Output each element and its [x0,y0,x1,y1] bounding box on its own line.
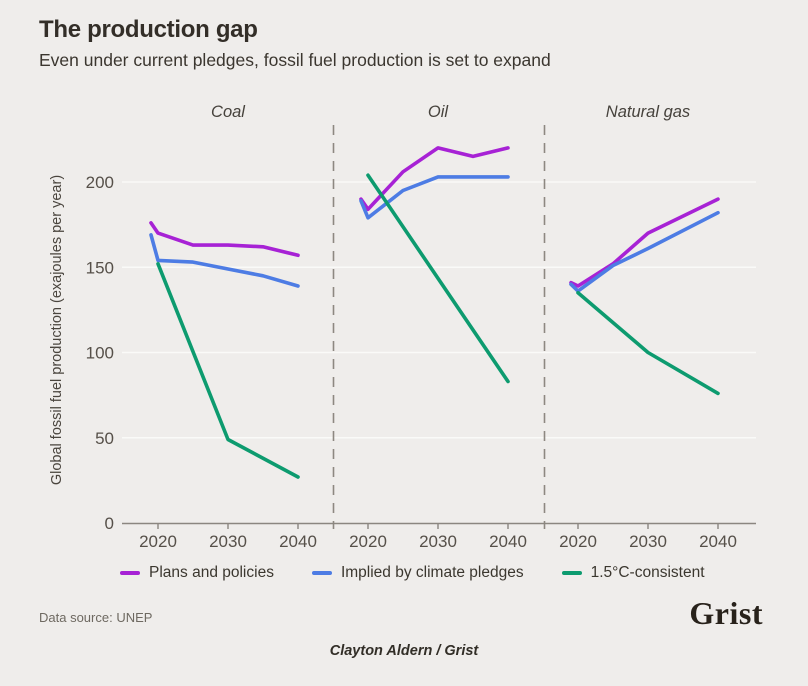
y-tick-label-0: 0 [105,514,114,533]
series-line-pledges-natural-gas [569,210,720,293]
x-tick-label-oil-2040: 2040 [489,532,527,551]
grist-logo: Grist [689,595,763,631]
y-tick-label-100: 100 [86,344,114,363]
legend: Plans and policies Implied by climate pl… [120,564,705,582]
x-tick-label-natural-gas-2030: 2030 [629,532,667,551]
y-tick-label-150: 150 [86,258,114,277]
legend-item-pledges: Implied by climate pledges [311,564,524,582]
legend-label-consistent: 1.5°C-consistent [590,564,705,581]
data-source-note: Data source: UNEP [39,610,153,625]
legend-label-plans: Plans and policies [149,564,274,581]
byline-credit: Clayton Aldern / Grist [329,643,479,659]
chart-title: The production gap [39,16,258,43]
x-tick-label-coal-2030: 2030 [209,532,247,551]
series-line-consistent-natural-gas [576,290,720,396]
panel-label-oil: Oil [428,103,450,121]
y-tick-label-200: 200 [86,173,114,192]
series-line-pledges-coal [149,233,300,288]
series-line-pledges-oil [359,175,510,220]
x-tick-label-coal-2020: 2020 [139,532,177,551]
legend-item-plans: Plans and policies [120,564,274,582]
x-tick-label-oil-2020: 2020 [349,532,387,551]
x-tick-label-natural-gas-2040: 2040 [699,532,737,551]
pledges-line-swatch [311,571,332,575]
series-line-consistent-oil [366,173,510,384]
series-line-plans-coal [149,221,300,258]
legend-item-consistent: 1.5°C-consistent [561,564,705,582]
chart-subtitle: Even under current pledges, fossil fuel … [39,50,551,70]
series-line-consistent-coal [156,261,300,479]
panel-label-coal: Coal [211,103,246,121]
x-tick-label-natural-gas-2020: 2020 [559,532,597,551]
plans-line-swatch [120,571,140,575]
series-line-plans-oil [359,146,510,212]
panel-label-natural-gas: Natural gas [606,103,690,121]
x-tick-label-coal-2040: 2040 [279,532,317,551]
legend-label-pledges: Implied by climate pledges [340,564,524,581]
consistent-line-swatch [561,571,582,575]
series-line-plans-natural-gas [569,197,720,288]
x-tick-label-oil-2030: 2030 [419,532,457,551]
y-tick-label-50: 50 [95,429,114,448]
